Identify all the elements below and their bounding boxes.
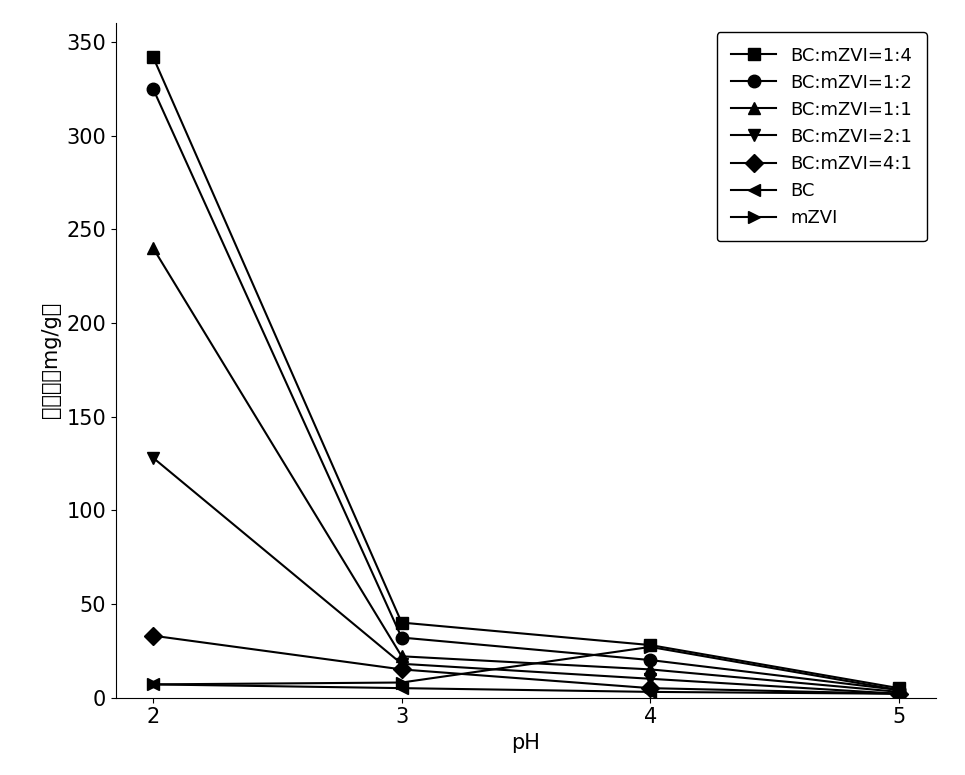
Line: BC:mZVI=2:1: BC:mZVI=2:1 <box>147 452 905 700</box>
Legend: BC:mZVI=1:4, BC:mZVI=1:2, BC:mZVI=1:1, BC:mZVI=2:1, BC:mZVI=4:1, BC, mZVI: BC:mZVI=1:4, BC:mZVI=1:2, BC:mZVI=1:1, B… <box>717 33 927 241</box>
Line: BC:mZVI=1:1: BC:mZVI=1:1 <box>147 242 905 698</box>
Line: BC:mZVI=1:2: BC:mZVI=1:2 <box>147 83 905 696</box>
mZVI <box>396 678 407 687</box>
BC:mZVI=1:4 <box>396 618 407 627</box>
BC:mZVI=1:1 <box>148 243 159 253</box>
BC <box>893 689 904 698</box>
BC:mZVI=4:1 <box>893 689 904 698</box>
BC:mZVI=4:1 <box>645 684 656 693</box>
BC:mZVI=1:2 <box>396 633 407 642</box>
Line: BC:mZVI=1:4: BC:mZVI=1:4 <box>147 50 905 694</box>
mZVI <box>893 685 904 694</box>
BC:mZVI=1:1 <box>893 687 904 697</box>
BC:mZVI=2:1 <box>645 674 656 684</box>
BC:mZVI=2:1 <box>893 689 904 698</box>
mZVI <box>645 642 656 652</box>
mZVI <box>148 680 159 689</box>
BC:mZVI=1:2 <box>645 656 656 665</box>
BC:mZVI=4:1 <box>148 631 159 640</box>
BC:mZVI=4:1 <box>396 665 407 674</box>
BC:mZVI=1:4 <box>148 53 159 62</box>
BC:mZVI=1:4 <box>645 640 656 649</box>
BC:mZVI=1:2 <box>893 685 904 694</box>
Line: BC: BC <box>147 678 905 700</box>
BC:mZVI=2:1 <box>396 659 407 668</box>
BC <box>148 680 159 689</box>
Line: BC:mZVI=4:1: BC:mZVI=4:1 <box>147 629 905 700</box>
Line: mZVI: mZVI <box>147 641 905 696</box>
BC:mZVI=1:4 <box>893 684 904 693</box>
BC:mZVI=1:1 <box>396 652 407 661</box>
BC:mZVI=2:1 <box>148 453 159 463</box>
Y-axis label: 去除量（mg/g）: 去除量（mg/g） <box>41 302 61 418</box>
BC:mZVI=1:2 <box>148 84 159 94</box>
BC <box>396 684 407 693</box>
BC <box>645 687 656 697</box>
X-axis label: pH: pH <box>511 733 540 753</box>
BC:mZVI=1:1 <box>645 665 656 674</box>
